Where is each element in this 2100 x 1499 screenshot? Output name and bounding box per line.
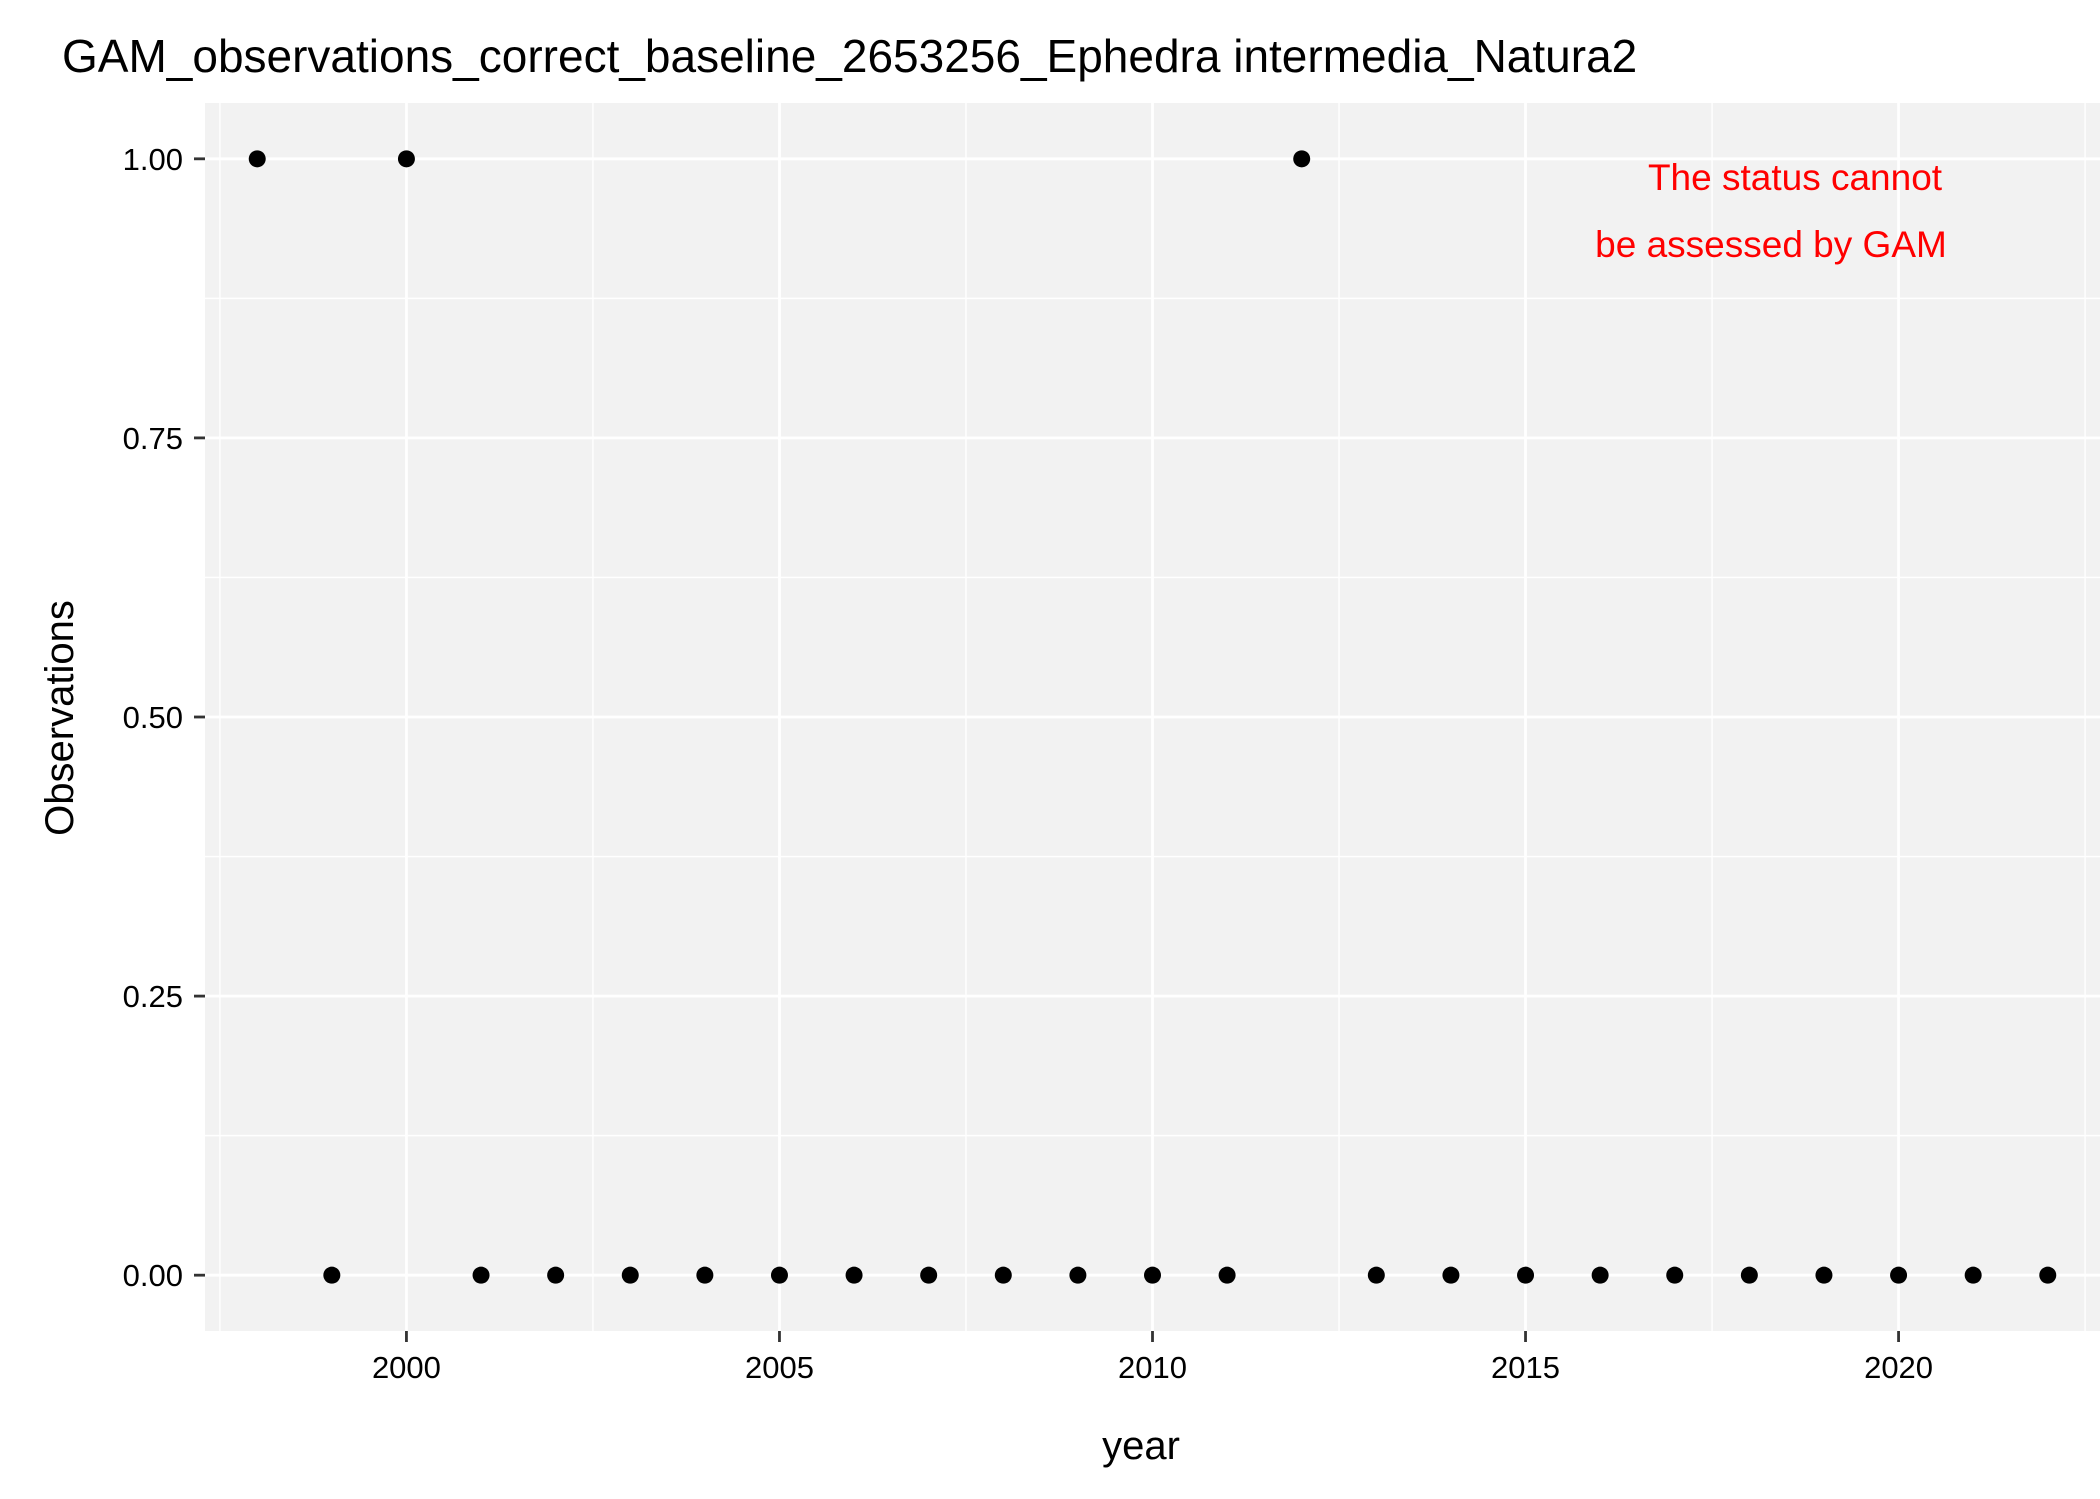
annotation-line-2: be assessed by GAM <box>1595 224 1947 265</box>
annotation: The status cannot be assessed by GAM <box>1595 157 1947 265</box>
y-tick-label: 0.25 <box>123 979 183 1014</box>
data-point <box>397 150 415 168</box>
y-tick-label: 0.50 <box>123 700 183 735</box>
data-points <box>248 150 2057 1284</box>
data-point <box>1293 150 1311 168</box>
y-tick-label: 0.00 <box>123 1258 183 1293</box>
data-point <box>770 1266 788 1284</box>
data-point <box>920 1266 938 1284</box>
data-point <box>547 1266 565 1284</box>
data-point <box>845 1266 863 1284</box>
data-point <box>1069 1266 1087 1284</box>
data-point <box>1144 1266 1161 1284</box>
data-point <box>2039 1266 2057 1284</box>
chart-title: GAM_observations_correct_baseline_265325… <box>62 30 1637 82</box>
data-point <box>1591 1266 1609 1284</box>
x-tick-label: 2000 <box>372 1350 441 1385</box>
data-point <box>696 1266 714 1284</box>
data-point <box>1815 1266 1833 1284</box>
data-point <box>1890 1266 1908 1284</box>
y-tick-label: 0.75 <box>123 421 183 456</box>
x-tick-label: 2015 <box>1491 1350 1560 1385</box>
y-tick-label: 1.00 <box>123 142 183 177</box>
data-point <box>1964 1266 1982 1284</box>
x-tick-label: 2010 <box>1118 1350 1187 1385</box>
x-axis: 2000 2005 2010 2015 2020 <box>372 1331 1933 1385</box>
data-point <box>1367 1266 1385 1284</box>
annotation-line-1: The status cannot <box>1648 157 1943 198</box>
x-tick-label: 2005 <box>745 1350 814 1385</box>
y-axis-label: Observations <box>38 600 82 836</box>
x-tick-label: 2020 <box>1864 1350 1933 1385</box>
data-point <box>248 150 266 168</box>
data-point <box>472 1266 490 1284</box>
data-point <box>323 1266 341 1284</box>
x-axis-label: year <box>1102 1424 1180 1468</box>
data-point <box>1442 1266 1460 1284</box>
data-point <box>1218 1266 1236 1284</box>
data-point <box>621 1266 639 1284</box>
data-point <box>1740 1266 1758 1284</box>
data-point <box>994 1266 1012 1284</box>
data-point <box>1666 1266 1684 1284</box>
data-point <box>1517 1266 1535 1284</box>
y-axis: 0.00 0.25 0.50 0.75 1.00 <box>123 142 205 1293</box>
